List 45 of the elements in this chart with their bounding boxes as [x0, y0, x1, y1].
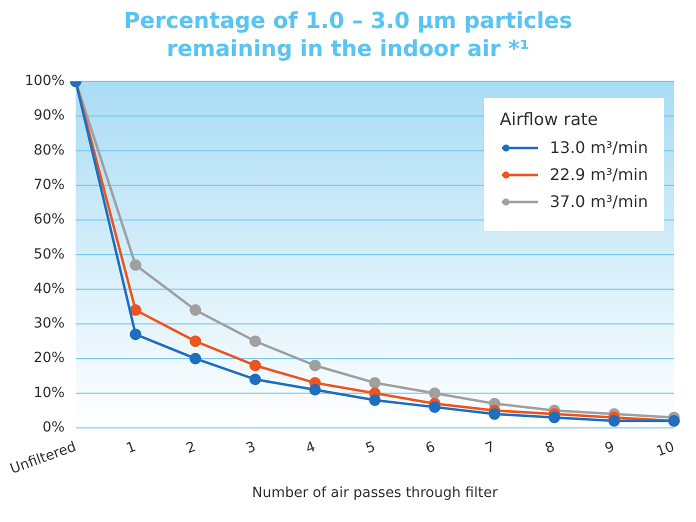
point	[428, 401, 440, 413]
point	[608, 415, 620, 427]
point	[309, 360, 321, 372]
y-tick-label: 70%	[34, 176, 65, 193]
point	[309, 384, 321, 396]
y-tick-label: 20%	[34, 350, 65, 366]
point	[488, 408, 500, 420]
x-tick-label: 1	[124, 438, 138, 457]
point	[548, 412, 560, 424]
x-tick-label: 9	[602, 438, 617, 457]
x-tick-label: 2	[184, 438, 198, 457]
legend-label: 13.0 m³/min	[550, 138, 648, 157]
legend-label: 22.9 m³/min	[550, 165, 648, 184]
x-axis-title: Number of air passes through filter	[252, 485, 498, 502]
point	[190, 335, 202, 347]
y-tick-label: 30%	[34, 316, 65, 332]
x-tick-label: 6	[423, 438, 438, 457]
x-tick-label: 8	[543, 438, 557, 457]
x-tick-label: 10	[654, 438, 677, 460]
point	[249, 374, 261, 386]
legend-label: 37.0 m³/min	[550, 192, 648, 211]
point	[249, 335, 261, 347]
y-tick-label: 0%	[42, 419, 65, 436]
point	[190, 352, 202, 364]
y-tick-label: 40%	[34, 280, 65, 297]
x-tick-label: 4	[304, 438, 318, 457]
y-tick-label: 50%	[34, 246, 65, 262]
point	[190, 304, 202, 316]
x-tick-label: 3	[244, 438, 258, 457]
y-tick-label: 60%	[34, 212, 65, 228]
x-tick-label: 5	[364, 438, 378, 457]
point	[130, 328, 142, 340]
y-tick-label: 10%	[34, 384, 65, 401]
point	[130, 259, 142, 271]
y-tick-label: 90%	[34, 108, 65, 124]
point	[369, 394, 381, 406]
point	[428, 387, 440, 399]
point	[130, 304, 142, 316]
chart-title: Percentage of 1.0 – 3.0 µm particles remaining in the indoor air *¹	[122, 8, 574, 64]
point	[249, 360, 261, 372]
point	[369, 377, 381, 389]
legend-title: Airflow rate	[500, 110, 600, 130]
y-tick-label: 100%	[24, 73, 65, 90]
y-tick-label: 80%	[34, 142, 65, 158]
x-tick-label: 7	[483, 438, 498, 457]
